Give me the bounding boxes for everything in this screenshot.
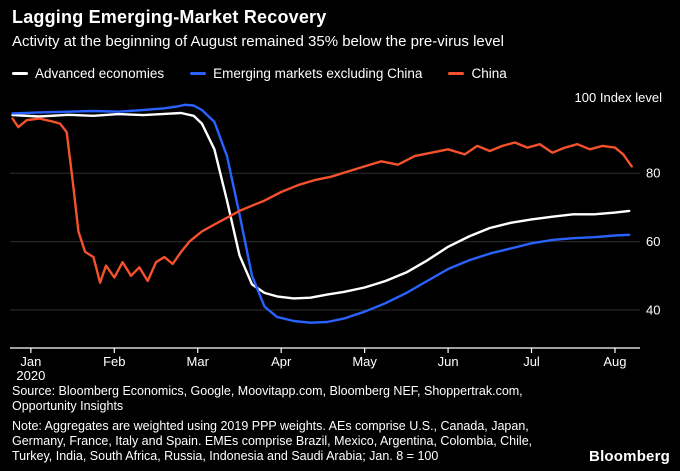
- y-axis-tick-label: 60: [646, 234, 660, 249]
- methodology-note: Note: Aggregates are weighted using 2019…: [12, 418, 533, 464]
- china-line-icon: [448, 72, 465, 75]
- bloomberg-logo: Bloomberg: [589, 448, 670, 465]
- x-axis-tick-label: Apr: [271, 354, 292, 369]
- chart-title: Lagging Emerging-Market Recovery: [12, 7, 327, 27]
- x-axis-tick-label: Jun: [438, 354, 459, 369]
- legend-label-china: China: [471, 66, 507, 81]
- y-axis-top-label: 100 Index level: [575, 90, 663, 105]
- legend-label-em-ex-china: Emerging markets excluding China: [213, 66, 423, 81]
- legend-label-advanced-economies: Advanced economies: [35, 66, 165, 81]
- legend-item-em-ex-china: Emerging markets excluding China: [190, 66, 422, 81]
- x-axis-tick-label: Jan: [20, 354, 41, 369]
- x-axis-tick-label: Feb: [103, 354, 125, 369]
- x-axis-tick-label: Jul: [523, 354, 540, 369]
- y-axis-tick-label: 40: [646, 303, 660, 318]
- footer-notes: Source: Bloomberg Economics, Google, Moo…: [12, 384, 572, 468]
- series-line-china: [11, 117, 633, 284]
- advanced-economies-line-icon: [12, 72, 28, 75]
- em-ex-china-line-icon: [190, 72, 207, 75]
- y-axis-tick-label: 80: [646, 166, 660, 181]
- x-axis-tick-label: May: [352, 354, 377, 369]
- source-note: Source: Bloomberg Economics, Google, Moo…: [12, 384, 523, 414]
- series-line-em-ex-china: [11, 103, 631, 324]
- x-axis-year-label: 2020: [16, 368, 45, 382]
- line-chart: 40 60 80 100 Index level Jan Feb Mar Apr May Jun J…: [10, 90, 663, 382]
- x-axis-tick-label: Mar: [187, 354, 210, 369]
- x-axis-tick-label: Aug: [603, 354, 626, 369]
- legend: Advanced economies Emerging markets excl…: [12, 66, 507, 81]
- legend-item-china: China: [448, 66, 507, 81]
- series-line-advanced-economies: [11, 111, 631, 300]
- chart-subtitle: Activity at the beginning of August rema…: [12, 33, 504, 50]
- legend-item-advanced-economies: Advanced economies: [12, 66, 164, 81]
